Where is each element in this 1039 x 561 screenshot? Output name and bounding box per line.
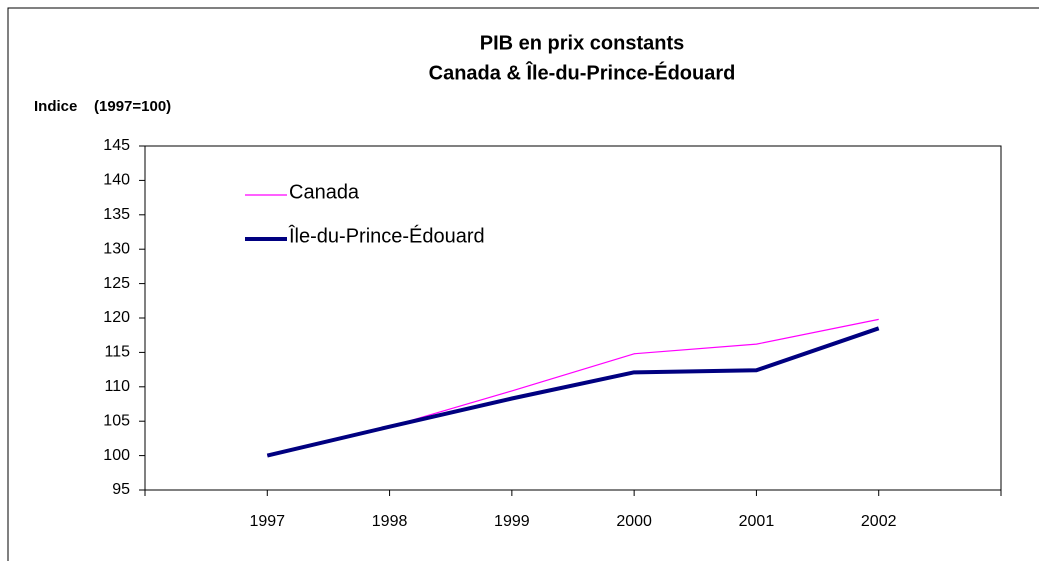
y-tick-label: 100 [103, 447, 130, 464]
legend-label: Canada [289, 181, 360, 203]
x-tick-label: 1998 [372, 513, 408, 530]
chart-subtitle: Canada & Île-du-Prince-Édouard [429, 60, 736, 84]
y-tick-label: 95 [112, 481, 130, 498]
x-tick-label: 2001 [739, 513, 775, 530]
y-tick-label: 135 [103, 206, 130, 223]
y-axis-label: Indice (1997=100) [34, 98, 171, 115]
y-tick-label: 130 [103, 240, 130, 257]
plot-area [144, 145, 1002, 491]
chart-title: PIB en prix constants [480, 32, 685, 54]
y-tick-label: 125 [103, 275, 130, 292]
series-line [266, 326, 880, 458]
x-tick-label: 1999 [494, 513, 530, 530]
y-tick-label: 115 [104, 344, 130, 361]
x-tick-label: 1997 [249, 513, 285, 530]
x-tick-label: 2002 [861, 513, 897, 530]
y-tick-label: 105 [103, 412, 130, 429]
y-tick-label: 140 [103, 172, 130, 189]
y-tick-label: 120 [103, 309, 130, 326]
frame [7, 7, 1039, 561]
y-tick-label: 110 [104, 378, 130, 395]
y-tick-label: 145 [103, 137, 130, 154]
x-tick-label: 2000 [616, 513, 652, 530]
legend-label: Île-du-Prince-Édouard [288, 224, 485, 247]
